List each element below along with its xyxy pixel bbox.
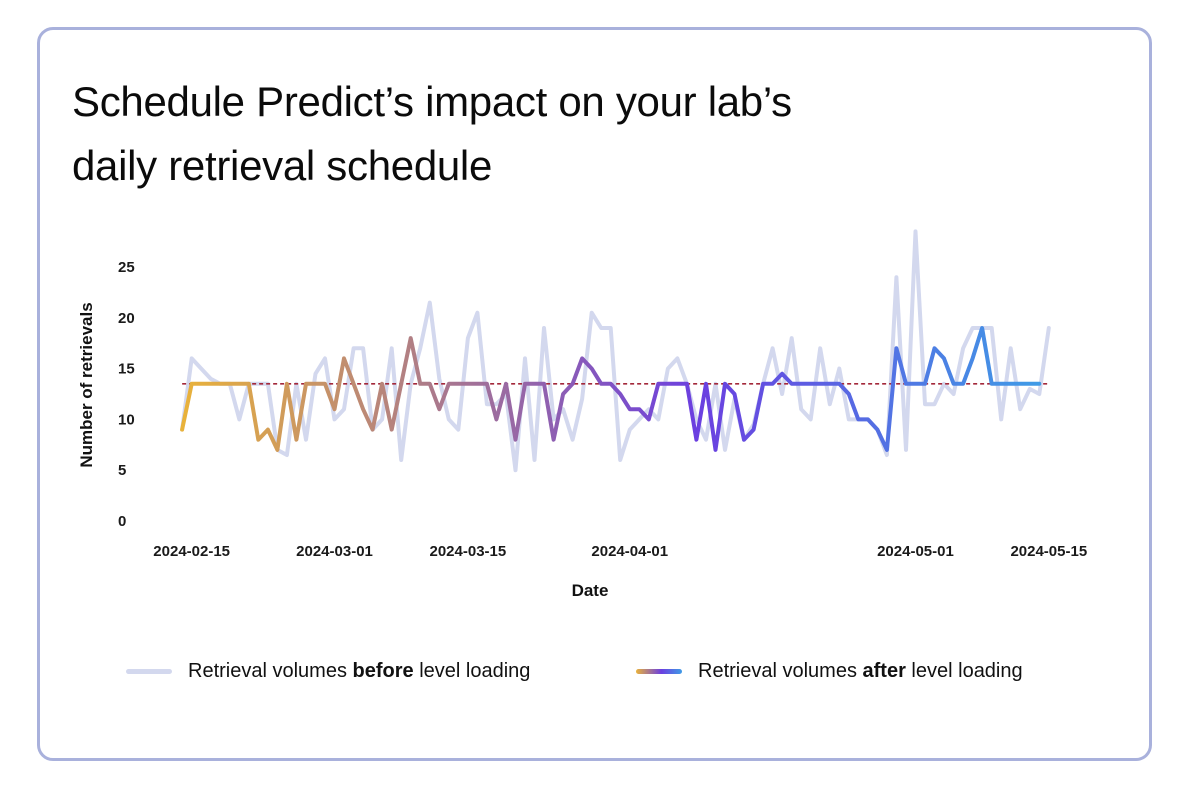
y-tick-label: 25 [118,259,135,276]
legend-before: Retrieval volumes before level loading [126,656,530,686]
legend-after-prefix: Retrieval volumes [698,659,863,682]
chart-title-line-2: daily retrieval schedule [72,142,493,189]
legend-before-text: Retrieval volumes before level loading [188,660,530,683]
y-tick-label: 15 [118,361,135,378]
legend-before-suffix: level loading [413,659,531,682]
chart-title: Schedule Predict’s impact on your lab’s … [72,70,972,198]
y-tick-label: 0 [118,513,126,530]
y-tick-label: 5 [118,462,126,479]
series-after-line [180,326,1042,452]
legend-before-swatch [126,668,172,674]
x-tick-label: 2024-02-15 [153,543,230,560]
series-layer [180,229,1051,473]
series-before-line [180,229,1051,473]
chart-card [37,27,1152,761]
x-tick-label: 2024-03-01 [296,543,373,560]
legend-after-swatch [636,668,682,674]
legend-after-bold: after [862,659,906,682]
legend-before-prefix: Retrieval volumes [188,659,353,682]
y-axis-ticks: 0 5 10 15 20 25 [118,259,135,530]
legend-after-text: Retrieval volumes after level loading [698,660,1023,683]
x-axis-ticks: 2024-02-15 2024-03-01 2024-03-15 2024-04-01… [153,543,1087,560]
x-tick-label: 2024-05-01 [877,543,954,560]
x-axis-label: Date [572,581,609,600]
x-tick-label: 2024-04-01 [591,543,668,560]
y-tick-label: 20 [118,310,135,327]
legend-after-suffix: level loading [905,659,1023,682]
legend-after: Retrieval volumes after level loading [636,656,1023,686]
y-tick-label: 10 [118,411,135,428]
chart-title-line-1: Schedule Predict’s impact on your lab’s [72,78,792,125]
x-tick-label: 2024-03-15 [429,543,506,560]
x-tick-label: 2024-05-15 [1010,543,1087,560]
y-axis-label: Number of retrievals [77,302,96,467]
legend-before-bold: before [352,659,414,682]
